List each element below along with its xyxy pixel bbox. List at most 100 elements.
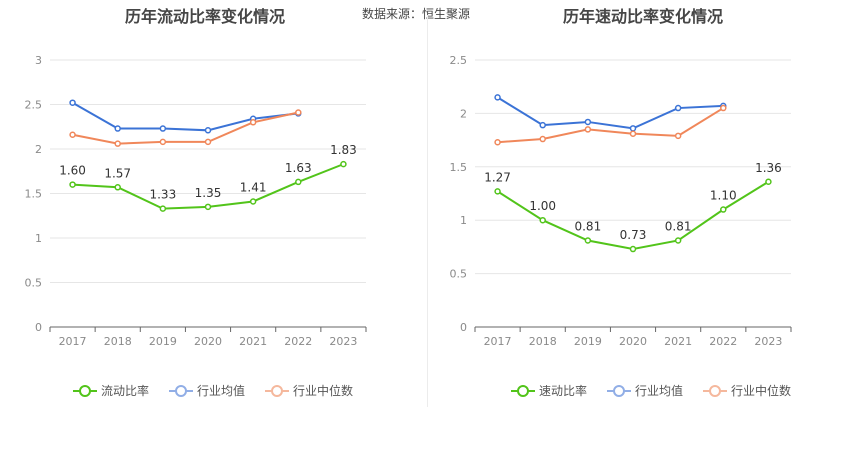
y-tick-label: 1.5 (25, 188, 43, 201)
y-tick-label: 1 (35, 232, 42, 245)
legend-item-current-ratio[interactable]: 流动比率 (73, 382, 149, 399)
legend-label: 行业中位数 (731, 384, 792, 398)
legend-swatch-median (265, 384, 290, 398)
legend-swatch-primary (73, 384, 97, 398)
y-tick-label: 1.5 (450, 161, 468, 174)
data-point[interactable] (249, 119, 257, 126)
legend-current-ratio: 流动比率 行业均值 行业中位数 (73, 382, 353, 399)
legend-label: 行业均值 (197, 384, 246, 398)
legend-label: 行业中位数 (293, 384, 354, 398)
data-label: 1.00 (529, 199, 556, 213)
legend-item-industry-avg[interactable]: 行业均值 (607, 382, 683, 399)
data-point[interactable] (629, 245, 637, 253)
data-label: 1.27 (484, 170, 511, 184)
data-point[interactable] (584, 237, 592, 244)
x-tick-label: 2020 (194, 335, 222, 348)
series-line-1 (497, 96, 724, 130)
data-point[interactable] (584, 126, 592, 133)
data-point[interactable] (629, 125, 637, 132)
data-label: 1.57 (104, 166, 131, 180)
data-point[interactable] (69, 181, 76, 188)
x-tick-label: 2023 (754, 335, 782, 348)
legend-swatch-avg (607, 384, 632, 398)
y-tick-label: 0 (460, 321, 467, 334)
data-point[interactable] (674, 132, 682, 140)
y-tick-label: 3 (35, 54, 42, 67)
chart-title-current-ratio: 历年流动比率变化情况 (124, 7, 286, 26)
current-ratio-chart: 0 0.5 1 1.5 2 2.5 3 2017 2018 2019 2020 2021 2022 202… (25, 54, 367, 348)
legend-item-industry-median[interactable]: 行业中位数 (265, 382, 353, 399)
x-tick-label: 2019 (574, 335, 602, 348)
series-line-1 (72, 101, 299, 132)
data-label: 1.36 (755, 161, 782, 175)
data-point[interactable] (295, 109, 302, 116)
legend-label: 流动比率 (101, 384, 150, 398)
legend-label: 速动比率 (539, 384, 588, 398)
data-point[interactable] (204, 127, 212, 134)
data-point[interactable] (249, 198, 257, 205)
data-point[interactable] (114, 140, 121, 147)
data-point[interactable] (114, 125, 121, 132)
data-point[interactable] (539, 121, 546, 129)
x-tick-label: 2020 (619, 335, 647, 348)
data-point[interactable] (720, 206, 727, 213)
data-point[interactable] (69, 99, 76, 106)
chart-divider (427, 15, 428, 407)
data-point[interactable] (159, 125, 167, 132)
y-tick-label: 0.5 (450, 268, 468, 281)
data-point[interactable] (629, 130, 637, 137)
data-point[interactable] (539, 135, 546, 143)
x-tick-label: 2018 (104, 335, 132, 348)
y-tick-label: 2.5 (25, 99, 43, 112)
data-point[interactable] (494, 138, 501, 146)
x-tick-label: 2021 (664, 335, 692, 348)
legend-label: 行业均值 (635, 384, 684, 398)
x-tick-label: 2017 (59, 335, 87, 348)
data-point[interactable] (69, 131, 76, 139)
data-label: 0.81 (574, 219, 601, 233)
x-tick-label: 2023 (329, 335, 357, 348)
data-label: 1.10 (710, 189, 737, 203)
y-tick-label: 1 (460, 214, 467, 227)
data-point[interactable] (674, 104, 682, 112)
data-point[interactable] (159, 138, 167, 146)
data-point[interactable] (494, 94, 501, 101)
y-tick-label: 0 (35, 321, 42, 334)
series-line-2 (497, 107, 724, 144)
data-label: 1.41 (240, 181, 267, 195)
legend-swatch-avg (169, 384, 194, 398)
data-point[interactable] (204, 138, 212, 146)
data-point[interactable] (494, 188, 501, 195)
series-line-2 (72, 111, 299, 145)
data-point[interactable] (159, 205, 167, 212)
data-point[interactable] (674, 237, 682, 244)
data-point[interactable] (584, 118, 592, 126)
data-label: 1.63 (285, 161, 312, 175)
data-label: 1.35 (195, 186, 222, 200)
x-tick-label: 2019 (149, 335, 177, 348)
data-point[interactable] (720, 104, 727, 112)
data-label: 0.73 (620, 228, 647, 242)
y-tick-label: 2.5 (450, 54, 468, 67)
data-point[interactable] (765, 178, 772, 186)
data-point[interactable] (295, 178, 302, 186)
data-point[interactable] (340, 160, 347, 168)
legend-item-industry-median[interactable]: 行业中位数 (703, 382, 791, 399)
y-tick-label: 0.5 (25, 277, 43, 290)
legend-item-quick-ratio[interactable]: 速动比率 (511, 382, 587, 399)
quick-ratio-chart: 0 0.5 1 1.5 2 2.5 2017 2018 2019 2020 2021 2022 2023… (450, 54, 792, 348)
data-label: 1.83 (330, 143, 357, 157)
data-label: 1.60 (59, 164, 86, 178)
data-point[interactable] (539, 216, 546, 224)
x-tick-label: 2022 (709, 335, 737, 348)
legend-item-industry-avg[interactable]: 行业均值 (169, 382, 245, 399)
data-point[interactable] (204, 203, 212, 211)
data-source-text: 数据来源：恒生聚源 (362, 7, 471, 21)
data-label: 0.81 (665, 219, 692, 233)
data-label: 1.33 (149, 188, 176, 202)
chart-title-quick-ratio: 历年速动比率变化情况 (562, 7, 724, 26)
legend-swatch-median (703, 384, 728, 398)
y-tick-label: 2 (460, 107, 467, 120)
x-tick-label: 2022 (284, 335, 312, 348)
data-point[interactable] (114, 184, 121, 191)
